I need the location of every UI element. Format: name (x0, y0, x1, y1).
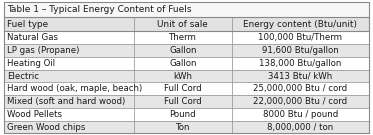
Text: 25,000,000 Btu / cord: 25,000,000 Btu / cord (253, 84, 347, 93)
Text: Table 1 – Typical Energy Content of Fuels: Table 1 – Typical Energy Content of Fuel… (7, 5, 192, 14)
Text: Therm: Therm (169, 33, 197, 42)
Text: 8000 Btu / pound: 8000 Btu / pound (263, 110, 338, 119)
Text: kWh: kWh (173, 72, 192, 80)
Text: Fuel type: Fuel type (7, 20, 48, 29)
Text: 138,000 Btu/gallon: 138,000 Btu/gallon (259, 59, 341, 68)
Bar (232, 70, 369, 82)
Text: 22,000,000 Btu / cord: 22,000,000 Btu / cord (253, 97, 347, 106)
Bar (232, 44, 369, 57)
Text: LP gas (Propane): LP gas (Propane) (7, 46, 80, 55)
Text: Heating Oil: Heating Oil (7, 59, 56, 68)
Text: 100,000 Btu/Therm: 100,000 Btu/Therm (258, 33, 342, 42)
Text: Gallon: Gallon (169, 46, 197, 55)
Bar (232, 82, 369, 95)
Bar (134, 82, 232, 95)
Text: 8,000,000 / ton: 8,000,000 / ton (267, 122, 333, 131)
Bar (232, 57, 369, 70)
Bar (4, 2, 369, 17)
Text: Pound: Pound (170, 110, 196, 119)
Text: Full Cord: Full Cord (164, 97, 202, 106)
Bar (4, 70, 134, 82)
Text: Mixed (soft and hard wood): Mixed (soft and hard wood) (7, 97, 126, 106)
Bar (134, 108, 232, 121)
Bar (232, 95, 369, 108)
Bar (134, 31, 232, 44)
Text: Green Wood chips: Green Wood chips (7, 122, 86, 131)
Text: Gallon: Gallon (169, 59, 197, 68)
Text: 3413 Btu/ kWh: 3413 Btu/ kWh (268, 72, 332, 80)
Text: 91,600 Btu/gallon: 91,600 Btu/gallon (262, 46, 339, 55)
Text: Wood Pellets: Wood Pellets (7, 110, 62, 119)
Bar (232, 17, 369, 31)
Bar (232, 108, 369, 121)
Text: Unit of sale: Unit of sale (157, 20, 208, 29)
Bar (4, 31, 134, 44)
Bar (4, 108, 134, 121)
Bar (4, 121, 134, 133)
Bar (134, 44, 232, 57)
Bar (134, 95, 232, 108)
Bar (4, 82, 134, 95)
Text: Electric: Electric (7, 72, 40, 80)
Text: Full Cord: Full Cord (164, 84, 202, 93)
Text: Ton: Ton (176, 122, 190, 131)
Bar (4, 17, 134, 31)
Bar (134, 70, 232, 82)
Text: Hard wood (oak, maple, beach): Hard wood (oak, maple, beach) (7, 84, 143, 93)
Text: Natural Gas: Natural Gas (7, 33, 59, 42)
Bar (4, 57, 134, 70)
Bar (134, 121, 232, 133)
Text: Energy content (Btu/unit): Energy content (Btu/unit) (243, 20, 357, 29)
Bar (4, 44, 134, 57)
Bar (4, 95, 134, 108)
Bar (232, 121, 369, 133)
Bar (232, 31, 369, 44)
Bar (134, 57, 232, 70)
Bar (134, 17, 232, 31)
